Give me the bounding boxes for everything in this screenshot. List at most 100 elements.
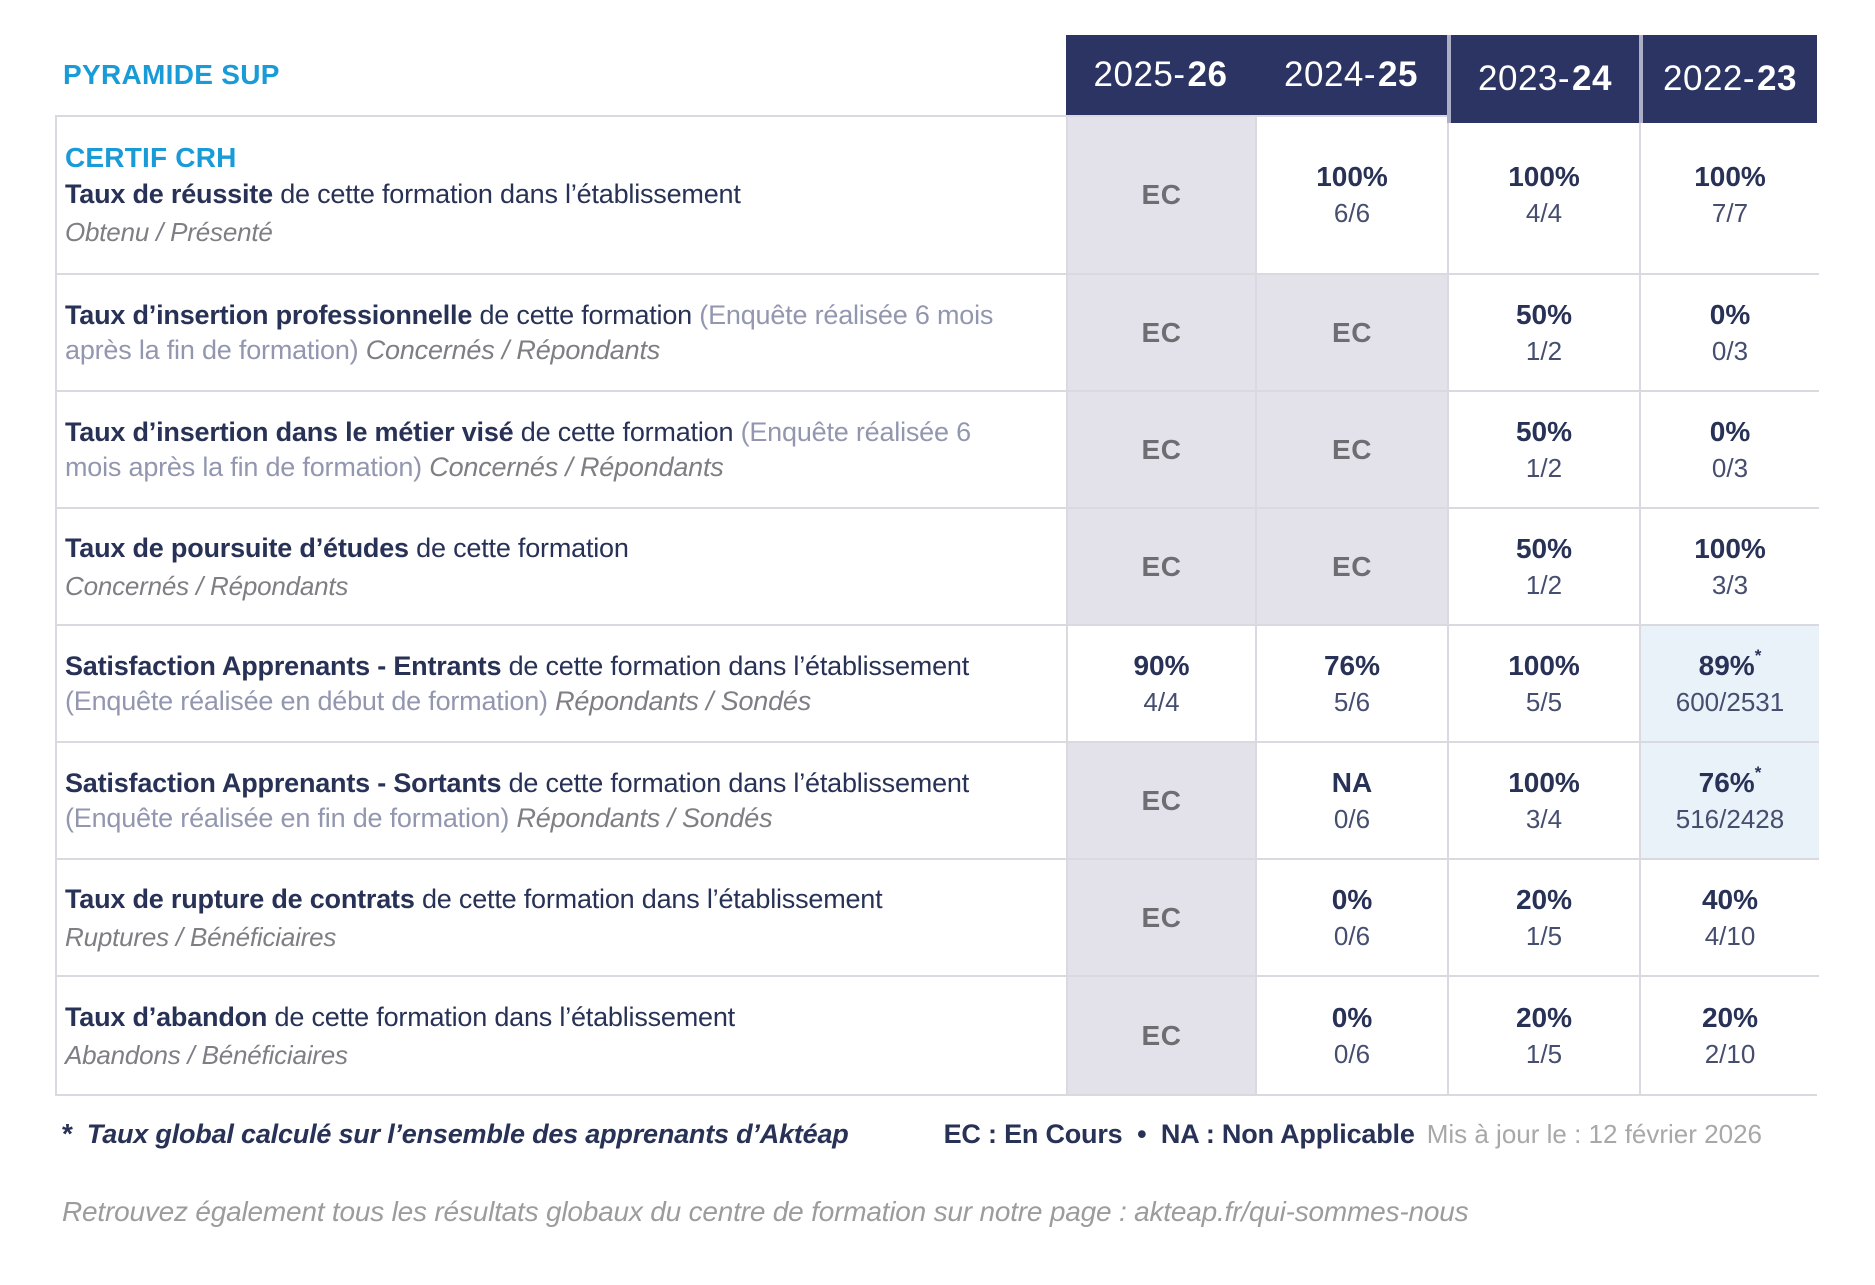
percentage-value: 0%	[1331, 883, 1373, 915]
percentage-value: 20%	[1701, 1001, 1759, 1033]
year-header-2025-26: 2025- 26	[1066, 35, 1255, 115]
results-page: PYRAMIDE SUP 2025- 26 2024- 25 2023- 24 2022- 2…	[0, 35, 1875, 1285]
value-cell: 0% 0/3	[1641, 275, 1819, 392]
value-cell: 100% 3/3	[1641, 509, 1819, 626]
ec-value: EC	[1141, 316, 1182, 348]
percentage-value: 90%	[1133, 649, 1190, 681]
percentage-value: 100%	[1316, 161, 1388, 192]
ec-cell: EC	[1257, 392, 1449, 509]
indicator-ratio-caption: Concernés / Répondants	[358, 334, 661, 365]
value-cell: 0% 0/3	[1641, 392, 1819, 509]
indicator-survey-note: (Enquête réalisée 6 mois après la fin de…	[65, 299, 994, 365]
indicator-desc: de cette formation dans l’établissement	[272, 179, 741, 210]
ec-value: EC	[1141, 1019, 1182, 1051]
value-cell: 50% 1/2	[1449, 275, 1641, 392]
indicator-title: Taux d’abandon	[65, 1002, 268, 1033]
value-cell: 50% 1/2	[1449, 509, 1641, 626]
fraction-value: 600/2531	[1675, 686, 1785, 717]
value-cell: 20% 2/10	[1641, 977, 1819, 1094]
value-cell: 50% 1/2	[1449, 392, 1641, 509]
fraction-value: 3/3	[1711, 569, 1749, 600]
row-label: Taux de rupture de contrats de cette for…	[57, 860, 1068, 977]
year-header-row: PYRAMIDE SUP 2025- 26 2024- 25 2023- 24 2022- 2…	[55, 35, 1817, 123]
fraction-value: 1/2	[1525, 335, 1563, 366]
percentage-value: 50%	[1515, 415, 1573, 447]
fraction-value: 0/3	[1711, 335, 1749, 366]
indicator-title: Taux de poursuite d’études	[65, 533, 409, 564]
row-label: Taux de poursuite d’études de cette form…	[57, 509, 1068, 626]
value-cell: 90% 4/4	[1068, 626, 1257, 743]
ec-cell: EC	[1068, 509, 1257, 626]
percentage-value: 20%	[1515, 1001, 1573, 1033]
indicator-title: Taux d’insertion dans le métier visé	[65, 416, 514, 447]
ec-cell: EC	[1068, 117, 1257, 275]
indicator-label: Taux de poursuite d’études de cette form…	[65, 531, 1032, 566]
indicator-title: Taux de rupture de contrats	[65, 884, 415, 915]
indicator-ratio-caption: Ruptures / Bénéficiaires	[65, 921, 337, 952]
year-prefix: 2023-	[1478, 59, 1571, 98]
value-cell: 100% 7/7	[1641, 117, 1819, 275]
year-suffix: 25	[1378, 55, 1418, 94]
value-cell: 0% 0/6	[1257, 977, 1449, 1094]
global-results-note: Retrouvez également tous les résultats g…	[62, 1196, 1469, 1227]
year-suffix: 26	[1187, 55, 1228, 94]
indicator-label: Taux d’abandon de cette formation dans l…	[65, 1000, 1032, 1035]
value-cell: 0% 0/6	[1257, 860, 1449, 977]
fraction-value: 2/10	[1704, 1038, 1756, 1069]
percentage-value: 76%	[1323, 649, 1381, 681]
indicator-title: Satisfaction Apprenants - Sortants	[65, 767, 502, 798]
indicator-desc: de cette formation dans l’établissement	[501, 650, 970, 681]
fraction-value: 3/4	[1525, 803, 1563, 834]
ec-value: EC	[1332, 550, 1372, 582]
legend-row: * Taux global calculé sur l’ensemble des …	[62, 1118, 1790, 1150]
year-header-2022-23: 2022- 23	[1639, 35, 1817, 123]
year-suffix: 23	[1757, 59, 1797, 98]
percentage-value: 0%	[1331, 1001, 1373, 1033]
last-updated-label: Mis à jour le : 12 février 2026	[1426, 1119, 1762, 1149]
value-cell: 20% 1/5	[1449, 977, 1641, 1094]
ec-value: EC	[1141, 433, 1182, 465]
indicator-desc: de cette formation	[513, 416, 734, 447]
global-rate-footnote: * Taux global calculé sur l’ensemble des …	[62, 1118, 849, 1150]
results-table: CERTIF CRH Taux de réussite de cette form…	[55, 115, 1819, 1096]
indicator-label: Satisfaction Apprenants - Sortants de ce…	[65, 766, 1032, 835]
fraction-value: 1/5	[1525, 1038, 1563, 1069]
value-cell: 100% 4/4	[1449, 117, 1641, 275]
percentage-value: 50%	[1515, 532, 1573, 564]
indicator-title: Satisfaction Apprenants - Entrants	[65, 650, 502, 681]
year-header-2024-25: 2024- 25	[1255, 35, 1447, 115]
value-cell: 100% 5/5	[1449, 626, 1641, 743]
year-suffix: 24	[1572, 59, 1612, 98]
asterisk-marker: *	[62, 1118, 73, 1149]
ec-value: EC	[1141, 179, 1182, 210]
fraction-value: 6/6	[1333, 198, 1371, 228]
percentage-value: 100%	[1694, 532, 1766, 564]
indicator-ratio-caption: Obtenu / Présenté	[65, 216, 273, 247]
fraction-value: 1/5	[1525, 920, 1563, 951]
program-title: CERTIF CRH	[65, 142, 237, 174]
ec-cell: EC	[1068, 743, 1257, 860]
value-cell: 76% 5/6	[1257, 626, 1449, 743]
footnote-text: Taux global calculé sur l’ensemble des a…	[86, 1119, 849, 1149]
indicator-survey-note: (Enquête réalisée en fin de formation)	[65, 802, 510, 833]
ec-cell: EC	[1068, 860, 1257, 977]
percentage-value: 0%	[1709, 415, 1751, 447]
ec-cell: EC	[1257, 275, 1449, 392]
asterisk-marker: *	[1754, 645, 1762, 665]
indicator-desc: de cette formation dans l’établissement	[501, 767, 970, 798]
fraction-value: 7/7	[1711, 198, 1749, 228]
asterisk-marker: *	[1754, 762, 1762, 782]
year-prefix: 2025-	[1093, 55, 1186, 94]
indicator-ratio-caption: Concernés / Répondants	[65, 570, 349, 601]
indicator-ratio-caption: Répondants / Sondés	[547, 685, 812, 716]
indicator-survey-note: (Enquête réalisée en début de formation)	[65, 685, 548, 716]
fraction-value: 516/2428	[1675, 803, 1785, 834]
percentage-value: 100%	[1508, 649, 1580, 681]
fraction-value: 5/5	[1525, 686, 1563, 717]
percentage-value: 100%	[1508, 161, 1580, 192]
percentage-value: 20%	[1515, 883, 1573, 915]
fraction-value: 4/10	[1704, 920, 1756, 951]
row-label: Satisfaction Apprenants - Sortants de ce…	[57, 743, 1068, 860]
indicator-label: Taux de réussite de cette formation dans…	[65, 177, 1032, 212]
percentage-value: 0%	[1709, 298, 1751, 330]
